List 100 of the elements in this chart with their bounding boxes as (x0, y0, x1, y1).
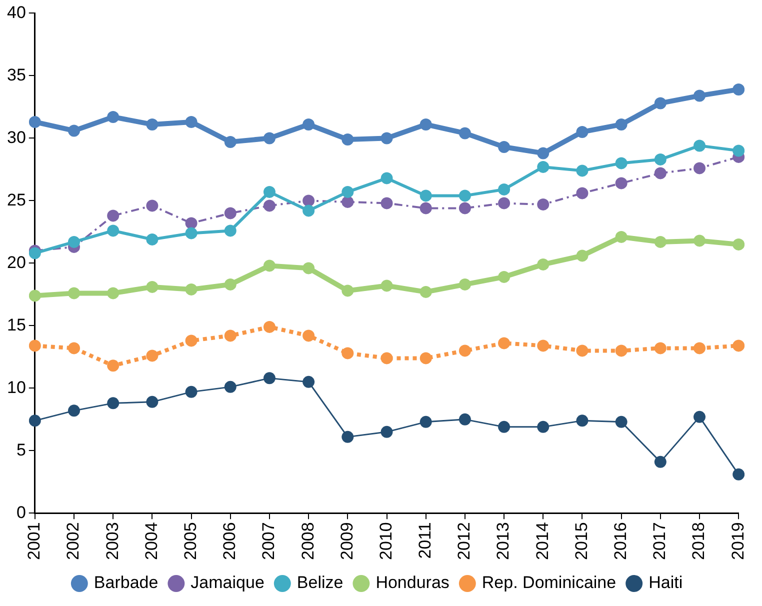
point (146, 233, 158, 246)
point (263, 260, 276, 272)
point (537, 160, 550, 173)
point (224, 136, 236, 148)
point (420, 286, 432, 298)
point (224, 207, 236, 220)
point (263, 186, 276, 198)
point (107, 224, 120, 237)
point (263, 200, 276, 212)
point (342, 133, 354, 146)
point (342, 196, 354, 208)
x-tick-label: 2001 (24, 522, 44, 560)
point (380, 172, 393, 184)
point (694, 410, 706, 423)
point (694, 234, 706, 247)
point (654, 236, 666, 248)
point (68, 236, 80, 248)
point (732, 144, 745, 157)
point (68, 124, 80, 137)
point (28, 414, 41, 427)
point (263, 372, 276, 384)
y-tick-label: 5 (16, 440, 26, 460)
x-tick-label: 2009 (337, 522, 356, 560)
point (654, 456, 666, 468)
point (498, 183, 510, 196)
point (654, 153, 666, 166)
point (654, 342, 666, 354)
point (420, 202, 432, 214)
point (185, 386, 198, 398)
point (380, 197, 393, 210)
x-tick-label: 2004 (142, 522, 161, 560)
point (576, 164, 588, 177)
point (342, 430, 354, 443)
x-tick-label: 2010 (376, 522, 396, 560)
point (107, 210, 120, 222)
point (537, 420, 550, 433)
point (615, 344, 628, 357)
point (28, 247, 41, 260)
x-tick-label: 2015 (572, 522, 591, 560)
point (107, 397, 120, 410)
point (615, 118, 628, 130)
point (263, 320, 276, 333)
y-tick-label: 10 (6, 378, 26, 397)
point (185, 227, 198, 240)
point (146, 200, 158, 212)
point (576, 126, 588, 138)
point (694, 90, 706, 102)
point (576, 250, 588, 262)
point (68, 342, 80, 354)
point (458, 344, 471, 357)
point (302, 118, 315, 130)
legend-label: Rep. Dominicaine (482, 573, 616, 592)
point (302, 194, 315, 207)
point (28, 290, 41, 302)
point (654, 97, 666, 110)
point (420, 352, 432, 364)
point (420, 416, 432, 428)
point (224, 278, 236, 290)
point (732, 340, 745, 352)
point (537, 258, 550, 270)
point (458, 278, 471, 290)
point (615, 157, 628, 170)
point (68, 287, 80, 300)
y-tick-label: 15 (6, 315, 26, 334)
point (302, 262, 315, 274)
point (576, 187, 588, 200)
y-tick-label: 40 (6, 2, 26, 22)
point (185, 116, 198, 128)
point (694, 140, 706, 152)
point (458, 413, 471, 426)
point (342, 347, 354, 360)
point (732, 468, 745, 480)
y-tick-label: 35 (6, 65, 26, 84)
point (146, 118, 158, 130)
point (654, 167, 666, 180)
y-tick-label: 0 (16, 502, 26, 522)
x-tick-label: 2016 (611, 522, 630, 560)
legend-label: Haiti (648, 573, 683, 592)
y-tick-label: 25 (6, 190, 26, 210)
x-tick-label: 2019 (728, 522, 748, 560)
point (576, 344, 588, 357)
point (380, 426, 393, 438)
point (380, 132, 393, 144)
point (185, 283, 198, 296)
point (498, 270, 510, 283)
y-tick-label: 30 (6, 128, 26, 147)
point (302, 204, 315, 217)
point (537, 198, 550, 210)
x-tick-label: 2003 (102, 522, 122, 560)
point (146, 396, 158, 408)
point (185, 334, 198, 347)
x-tick-label: 2007 (259, 522, 278, 560)
point (146, 280, 158, 293)
y-tick-label: 20 (6, 252, 26, 272)
point (342, 284, 354, 297)
x-tick-label: 2014 (532, 522, 552, 560)
point (498, 420, 510, 433)
point (146, 350, 158, 362)
point (302, 376, 315, 388)
point (537, 340, 550, 352)
